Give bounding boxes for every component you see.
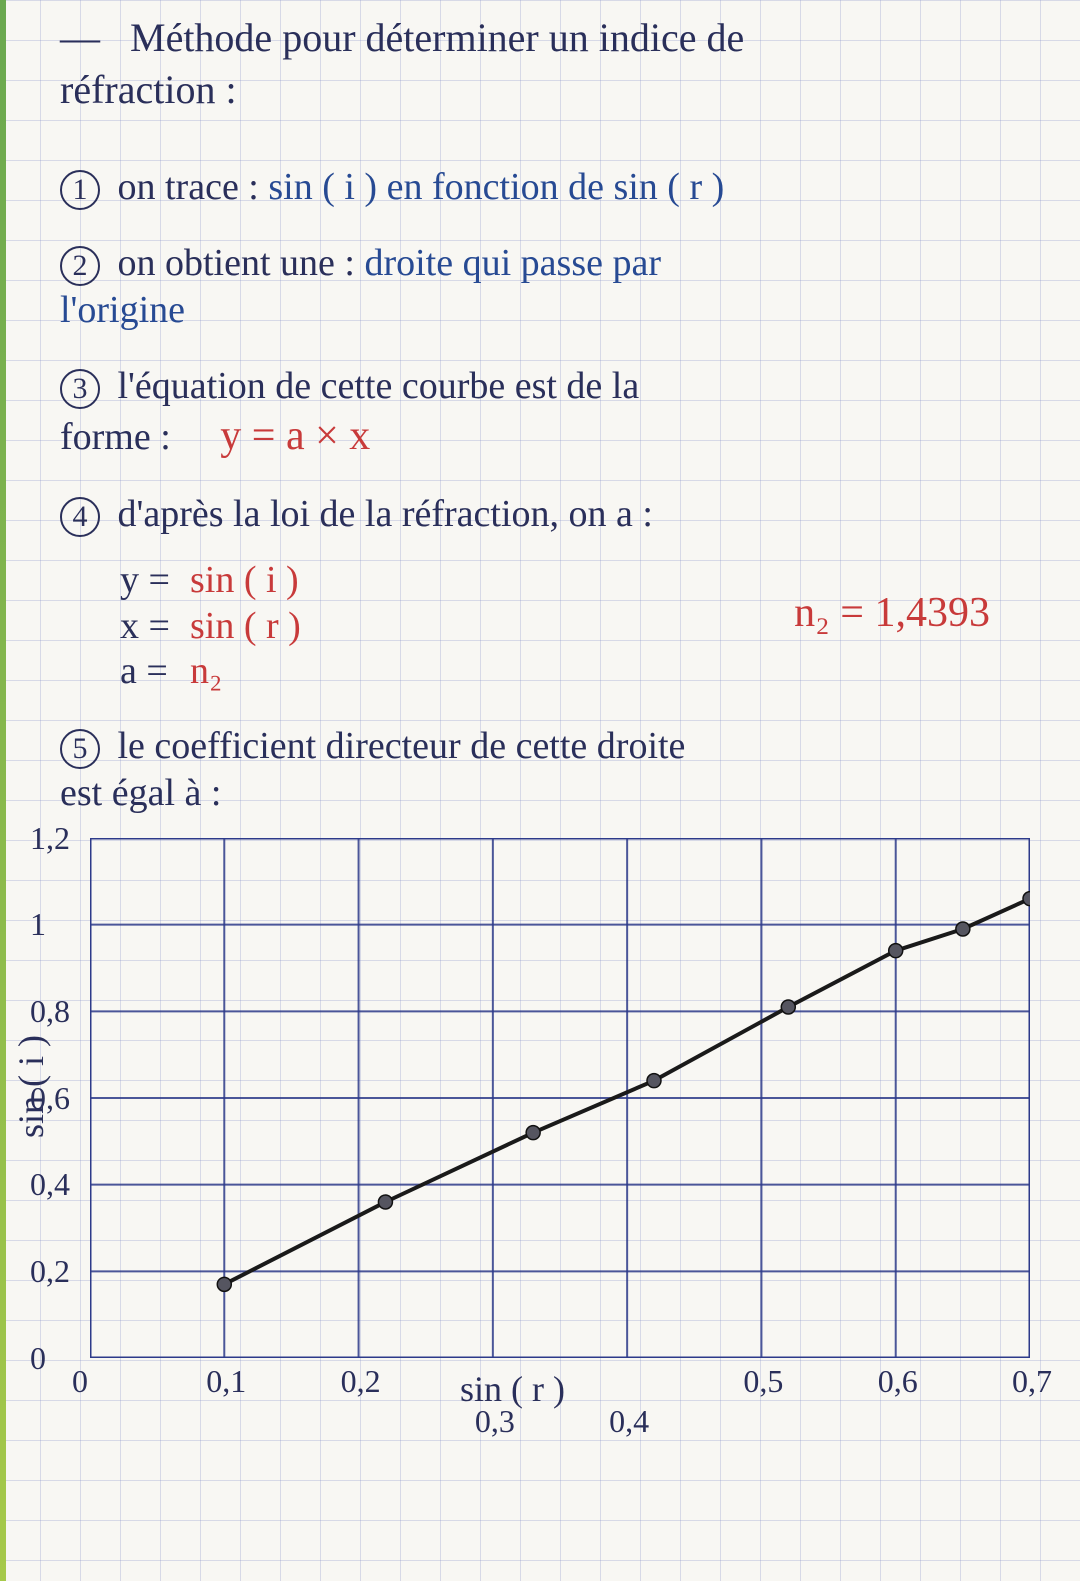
x-tick-label: 0,7 [1012,1363,1052,1400]
step-3-number: 3 [60,369,100,409]
y-tick-label: 0,8 [30,993,70,1030]
step-2-blue-b: l'origine [60,287,1050,335]
step-4: 4 d'après la loi de la réfraction, on a … [60,491,1050,539]
x-tick-label: 0,1 [206,1363,246,1400]
x-tick-label: 0,5 [743,1363,783,1400]
x-tick-label: 0 [72,1363,88,1400]
step-1-number: 1 [60,170,100,210]
step-2-blue-a: droite qui passe par [364,242,661,284]
step-1-blue: sin ( i ) en fonction de sin ( r ) [268,166,724,208]
step-1: 1 on trace : sin ( i ) en fonction de si… [60,164,1050,212]
step-5-lead: le coefficient directeur de cette droite [118,725,686,767]
step-5-number: 5 [60,729,100,769]
step-3-line2: forme : y = a × x [60,410,1050,463]
notebook-margin [0,0,6,1581]
y-tick-label: 0 [30,1340,46,1377]
eq-y-rhs: sin ( i ) [190,558,299,604]
step-3-equation: y = a × x [220,413,370,459]
y-tick-label: 1 [30,906,46,943]
refraction-chart [90,838,1030,1358]
step-4-number: 4 [60,497,100,537]
step-5: 5 le coefficient directeur de cette droi… [60,723,1050,771]
step-3: 3 l'équation de cette courbe est de la [60,363,1050,411]
x-tick-label: 0,3 [475,1403,515,1440]
eq-a: a = n₂ [120,649,1050,695]
chart-container: sin ( i ) sin ( r ) 00,20,40,60,811,200,… [30,838,1050,1438]
eq-a-lhs: a = [120,649,180,695]
page-content: — Méthode pour déterminer un indice de r… [10,10,1070,1438]
y-tick-label: 1,2 [30,820,70,857]
x-tick-label: 0,6 [878,1363,918,1400]
eq-y-lhs: y = [120,558,180,604]
equation-block: y = sin ( i ) x = sin ( r ) a = n₂ n₂ = … [120,558,1050,695]
eq-x-rhs: sin ( r ) [190,604,301,650]
y-tick-label: 0,6 [30,1080,70,1117]
step-2: 2 on obtient une : droite qui passe par [60,240,1050,288]
result-n2: n₂ = 1,4393 [794,588,990,638]
step-3-lead2: forme : [60,416,171,458]
step-1-lead: on trace : [118,166,269,208]
step-2-lead: on obtient une : [118,242,365,284]
x-tick-label: 0,4 [609,1403,649,1440]
eq-a-rhs: n₂ [190,649,222,695]
y-tick-label: 0,4 [30,1166,70,1203]
page-title-line1: — Méthode pour déterminer un indice de [60,14,1050,62]
page-title-line2: réfraction : [60,66,1050,114]
step-4-lead: d'après la loi de la réfraction, on a : [118,493,653,535]
step-3-lead: l'équation de cette courbe est de la [118,365,640,407]
step-2-number: 2 [60,246,100,286]
title-text-1: Méthode pour déterminer un indice de [130,15,744,60]
y-tick-label: 0,2 [30,1253,70,1290]
eq-x-lhs: x = [120,604,180,650]
x-tick-label: 0,2 [341,1363,381,1400]
step-5-lead2: est égal à : [60,770,1050,818]
